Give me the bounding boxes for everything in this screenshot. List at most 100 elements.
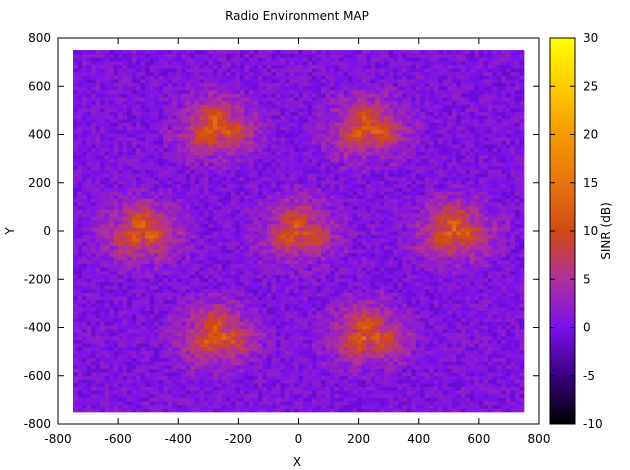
heatmap-cell [348,393,354,398]
heatmap-cell [483,346,489,351]
heatmap-cell [239,397,245,402]
heatmap-cell [253,231,259,236]
heatmap-cell [262,354,268,359]
heatmap-cell [271,267,277,272]
heatmap-cell [451,317,457,322]
heatmap-cell [104,314,110,319]
heatmap-cell [379,267,385,272]
heatmap-cell [293,238,299,243]
heatmap-cell [402,249,408,254]
heatmap-cell [352,259,358,264]
heatmap-cell [420,256,426,261]
heatmap-cell [492,390,498,395]
heatmap-cell [284,325,290,330]
heatmap-cell [402,292,408,297]
heatmap-cell [199,299,205,304]
heatmap-cell [316,354,322,359]
heatmap-cell [465,285,471,290]
heatmap-cell [235,317,241,322]
heatmap-cell [460,404,466,409]
heatmap-cell [113,270,119,275]
heatmap-cell [415,364,421,369]
heatmap-cell [167,249,173,254]
heatmap-cell [330,234,335,239]
heatmap-cell [163,328,169,333]
heatmap-cell [298,238,304,243]
heatmap-cell [271,281,277,286]
heatmap-cell [469,354,475,359]
heatmap-cell [303,299,308,304]
heatmap-cell [190,397,196,402]
heatmap-cell [420,274,426,279]
heatmap-cell [131,346,137,351]
heatmap-cell [505,288,511,293]
heatmap-cell [375,281,381,286]
heatmap-cell [212,310,218,315]
heatmap-cell [298,386,304,391]
heatmap-cell [262,343,268,348]
heatmap-cell [339,357,344,362]
heatmap-cell [154,339,160,344]
heatmap-cell [212,241,218,246]
heatmap-cell [510,361,516,366]
heatmap-cell [469,335,475,340]
heatmap-cell [239,382,245,388]
heatmap-cell [321,238,326,243]
heatmap-cell [199,310,205,315]
heatmap-cell [325,238,331,243]
heatmap-cell [312,335,317,340]
heatmap-cell [244,328,250,333]
heatmap-cell [118,249,124,254]
heatmap-cell [208,408,214,413]
heatmap-cell [316,274,322,279]
heatmap-cell [77,346,83,351]
heatmap-cell [235,310,241,315]
heatmap-cell [145,285,151,290]
heatmap-cell [379,241,385,246]
heatmap-cell [388,382,394,388]
heatmap-cell [460,339,466,344]
heatmap-cell [343,404,349,409]
heatmap-cell [487,379,493,384]
heatmap-cell [91,379,96,384]
heatmap-cell [190,299,196,304]
heatmap-cell [487,267,493,272]
heatmap-cell [438,350,444,355]
heatmap-cell [316,321,322,326]
heatmap-cell [510,278,516,283]
heatmap-cell [366,339,372,344]
heatmap-cell [136,317,142,322]
heatmap-cell [343,390,349,395]
heatmap-cell [433,404,439,409]
heatmap-cell [510,270,516,275]
heatmap-cell [275,397,281,402]
heatmap-cell [465,401,471,406]
heatmap-cell [280,375,286,380]
heatmap-cell [293,368,299,373]
heatmap-cell [271,343,277,348]
heatmap-cell [370,408,376,413]
heatmap-cell [366,368,372,373]
heatmap-cell [420,350,426,355]
heatmap-cell [199,259,205,264]
heatmap-cell [415,382,421,388]
heatmap-cell [307,317,313,322]
heatmap-cell [289,270,295,275]
heatmap-cell [312,343,317,348]
heatmap-cell [505,325,511,330]
heatmap-cell [361,361,367,366]
heatmap-cell [447,306,453,312]
heatmap-cell [379,375,385,380]
heatmap-cell [100,317,105,322]
heatmap-cell [118,256,124,261]
heatmap-cell [325,325,331,330]
heatmap-cell [190,241,196,246]
heatmap-cell [469,296,475,301]
heatmap-cell [514,299,520,304]
heatmap-cell [109,256,115,261]
heatmap-cell [158,278,164,283]
heatmap-cell [163,335,169,340]
heatmap-cell [257,267,263,272]
heatmap-cell [190,321,196,326]
heatmap-cell [451,314,457,319]
